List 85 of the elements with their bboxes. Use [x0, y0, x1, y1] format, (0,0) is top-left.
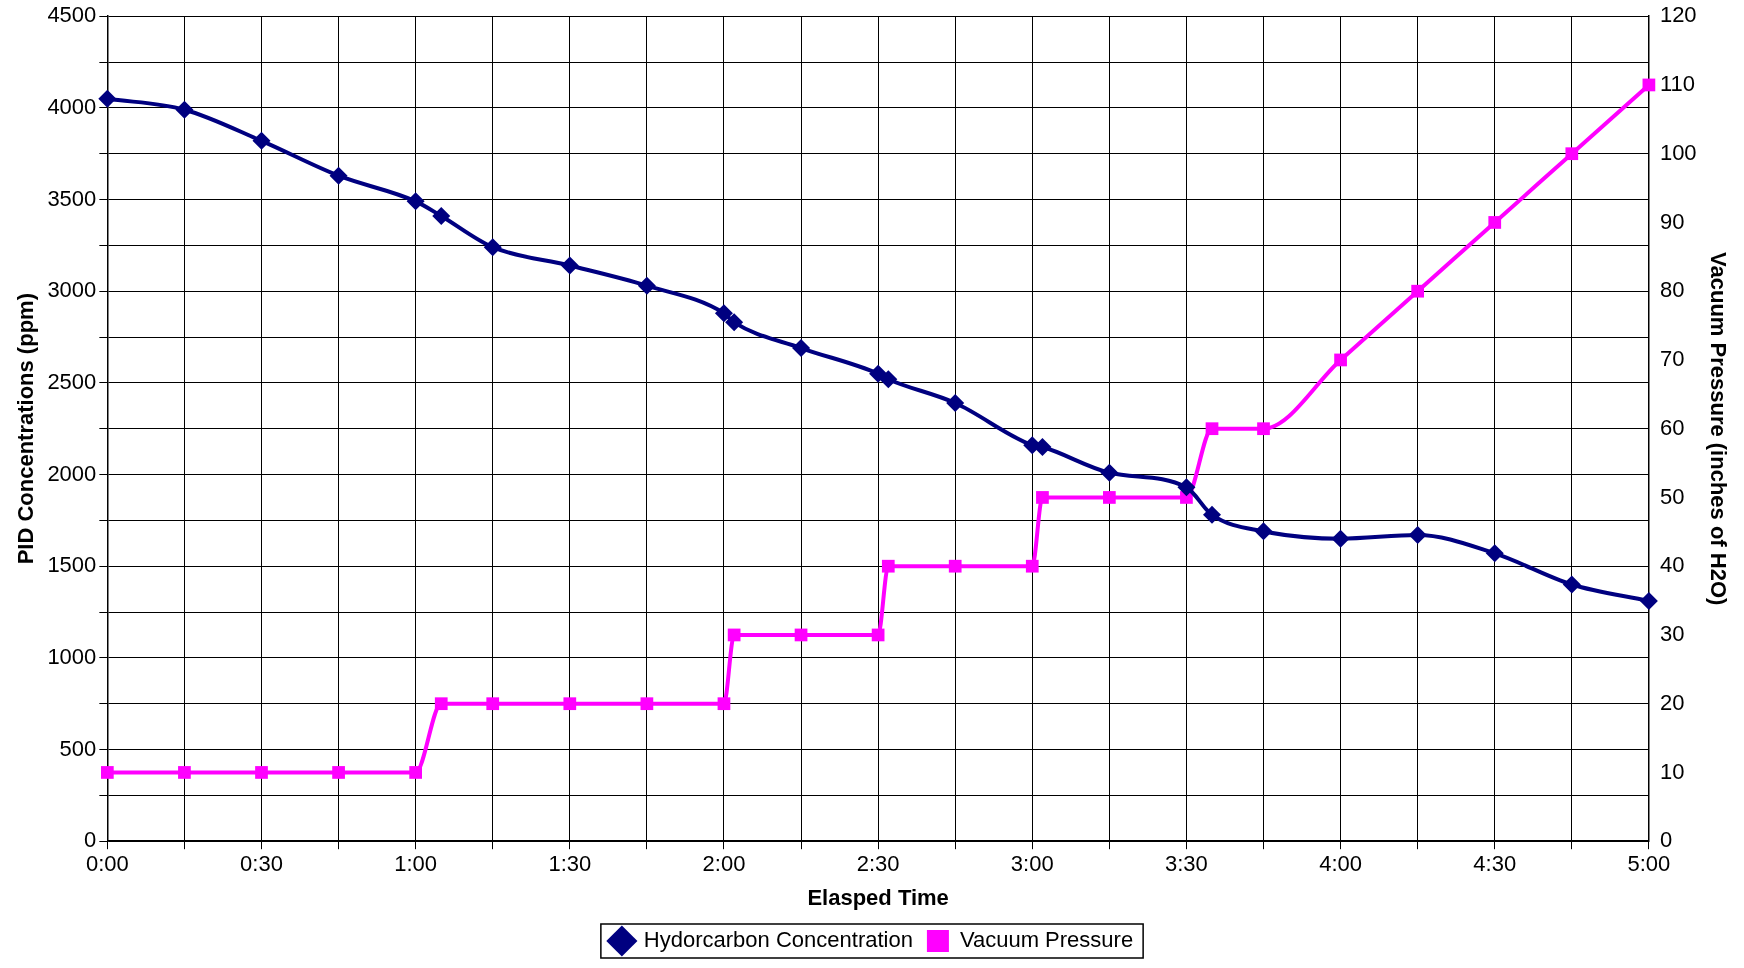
- point: [879, 370, 898, 389]
- x-tick-label: 5:00: [1627, 851, 1671, 877]
- y2-tick-label: 110: [1659, 71, 1695, 97]
- point: [1639, 592, 1658, 611]
- point: [1331, 529, 1350, 548]
- legend-label: Hydorcarbon Concentration: [643, 927, 913, 953]
- point: [1102, 491, 1116, 504]
- y-tick-label: 0: [84, 827, 97, 853]
- point: [869, 364, 888, 383]
- y-axis-title: PID Concentrations (ppm): [13, 293, 39, 565]
- y-tick-label: 1000: [47, 643, 97, 669]
- x-tick-label: 3:30: [1165, 851, 1208, 877]
- point: [409, 766, 423, 779]
- point: [1036, 491, 1049, 504]
- y2-tick-label: 90: [1659, 208, 1685, 234]
- point: [175, 100, 194, 119]
- y2-axis-title: Vacuum Pressure (inches of H2O): [1705, 252, 1731, 606]
- point: [1334, 353, 1347, 367]
- point: [1411, 284, 1425, 298]
- point: [432, 207, 451, 226]
- point: [725, 313, 744, 332]
- y2-tick-label: 40: [1659, 552, 1685, 578]
- point: [255, 766, 268, 779]
- point: [332, 766, 345, 779]
- point: [1408, 526, 1427, 545]
- y2-tick-label: 100: [1659, 139, 1697, 165]
- point: [1100, 463, 1119, 482]
- point: [1565, 147, 1579, 161]
- point: [406, 192, 425, 211]
- point: [329, 166, 348, 185]
- point: [100, 766, 114, 779]
- point: [434, 697, 448, 711]
- point: [1488, 216, 1502, 229]
- y-tick-label: 2500: [47, 368, 97, 394]
- point: [1177, 478, 1196, 497]
- point: [948, 559, 962, 573]
- y2-tick-label: 60: [1659, 414, 1685, 440]
- x-tick-label: 4:00: [1319, 851, 1362, 877]
- point: [563, 697, 577, 711]
- y-tick-label: 3500: [47, 185, 97, 211]
- y2-tick-label: 10: [1659, 758, 1685, 784]
- y2-tick-label: 120: [1659, 2, 1697, 28]
- x-tick-label: 2:30: [856, 851, 900, 877]
- y2-tick-label: 70: [1659, 346, 1685, 372]
- y2-tick-label: 0: [1659, 827, 1673, 853]
- point: [881, 559, 895, 573]
- x-axis-title: Elasped Time: [807, 884, 949, 910]
- legend-label: Vacuum Pressure: [959, 927, 1134, 953]
- point: [792, 339, 811, 358]
- y-tick-label: 4000: [47, 93, 97, 119]
- point: [640, 697, 654, 711]
- y-tick-label: 4500: [47, 2, 97, 28]
- point: [1025, 559, 1039, 573]
- point: [1205, 422, 1219, 436]
- y-tick-label: 2000: [47, 460, 97, 486]
- point: [1254, 522, 1273, 541]
- point: [637, 276, 656, 295]
- x-tick-label: 3:00: [1010, 851, 1054, 877]
- point: [1485, 544, 1504, 563]
- point: [1257, 422, 1270, 436]
- y2-tick-label: 50: [1659, 483, 1685, 509]
- point: [946, 394, 965, 413]
- x-tick-label: 4:30: [1473, 851, 1517, 877]
- y-tick-label: 500: [59, 735, 97, 761]
- y-tick-label: 1500: [47, 552, 97, 578]
- point: [178, 766, 191, 779]
- y2-tick-label: 30: [1659, 621, 1685, 647]
- point: [252, 131, 271, 150]
- y2-tick-label: 20: [1659, 689, 1685, 715]
- y2-tick-label: 80: [1659, 277, 1685, 303]
- x-tick-label: 1:30: [548, 851, 592, 877]
- point: [717, 697, 731, 711]
- point: [560, 256, 579, 275]
- point: [483, 238, 502, 257]
- x-tick-label: 0:30: [240, 851, 283, 877]
- point: [727, 628, 741, 642]
- x-tick-label: 2:00: [702, 851, 746, 877]
- point: [98, 89, 117, 108]
- point: [486, 697, 500, 711]
- y-tick-label: 3000: [47, 277, 97, 303]
- point: [714, 304, 733, 323]
- point: [1562, 575, 1581, 594]
- x-tick-label: 1:00: [394, 851, 438, 877]
- x-tick-label: 0:00: [85, 851, 129, 877]
- point: [1203, 505, 1222, 524]
